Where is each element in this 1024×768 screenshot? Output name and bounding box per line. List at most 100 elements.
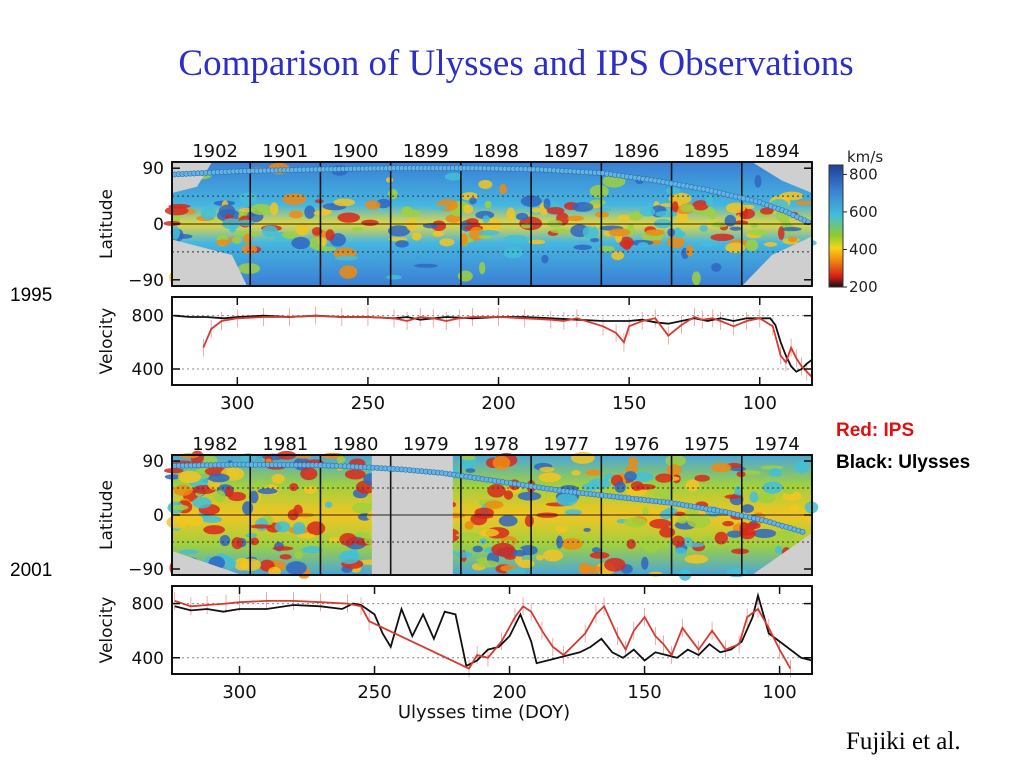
map-velocity-blob — [724, 494, 742, 500]
map-velocity-blob — [478, 229, 500, 236]
map-velocity-blob — [637, 242, 649, 248]
map-velocity-blob — [517, 559, 535, 569]
series-line-ips — [202, 314, 813, 378]
map-velocity-blob — [164, 206, 189, 216]
map-velocity-blob — [622, 240, 632, 251]
rotation-label: 1896 — [614, 141, 660, 162]
rotation-label: 1974 — [754, 434, 800, 455]
map-velocity-blob — [745, 522, 761, 530]
map-velocity-blob — [245, 533, 258, 538]
map-velocity-blob — [684, 542, 705, 548]
latitude-y-tick-label: 90 — [142, 159, 164, 179]
map-velocity-blob — [517, 491, 542, 501]
rotation-label: 1980 — [333, 434, 379, 455]
map-velocity-blob — [364, 534, 375, 545]
rotation-label: 1900 — [333, 141, 379, 162]
velocity-panel-1: 800 400 Velocity 300 250 200 150 100 — [97, 296, 813, 414]
map-velocity-blob — [623, 517, 647, 528]
rotation-label: 1978 — [473, 434, 519, 455]
year-label-2001: 2001 — [10, 560, 53, 581]
rotation-label: 1979 — [403, 434, 449, 455]
rotation-label: 1981 — [262, 434, 308, 455]
map-velocity-blob — [729, 226, 742, 231]
map-velocity-blob — [671, 201, 679, 213]
map-velocity-blob — [617, 214, 630, 222]
map-velocity-blob — [625, 465, 638, 474]
map-velocity-blob — [542, 549, 564, 562]
map-velocity-blob — [564, 509, 582, 516]
map-velocity-blob — [614, 481, 626, 493]
map-velocity-blob — [599, 245, 615, 252]
map-velocity-blob — [741, 504, 755, 513]
map-velocity-blob — [503, 490, 514, 500]
map-velocity-blob — [506, 568, 527, 576]
map-velocity-blob — [685, 245, 694, 257]
map-velocity-blob — [472, 545, 484, 553]
velocity-x-tick-label: 150 — [627, 682, 661, 703]
rotation-label: 1895 — [684, 141, 730, 162]
map-velocity-blob — [325, 501, 333, 508]
map-velocity-blob — [531, 207, 541, 214]
map-velocity-blob — [644, 536, 654, 543]
map-velocity-blob — [624, 471, 637, 482]
map-velocity-blob — [541, 254, 549, 264]
map-velocity-blob — [512, 549, 527, 557]
map-velocity-blob — [279, 554, 292, 560]
map-velocity-blob — [414, 263, 438, 268]
map-velocity-blob — [477, 560, 499, 568]
legend-ips: Red: IPS — [836, 420, 915, 441]
map-velocity-blob — [710, 233, 735, 241]
map-velocity-blob — [351, 502, 373, 514]
year-label-1995: 1995 — [10, 285, 53, 306]
map-velocity-blob — [498, 515, 518, 527]
map-velocity-blob — [524, 514, 534, 527]
map-velocity-blob — [281, 231, 299, 239]
map-velocity-blob — [338, 550, 360, 565]
map-nodata-region — [742, 236, 812, 286]
map-velocity-blob — [201, 515, 222, 523]
map-velocity-blob — [701, 240, 719, 247]
map-velocity-blob — [484, 200, 492, 209]
map-nodata-region — [172, 551, 242, 575]
map-velocity-blob — [478, 261, 486, 275]
map-velocity-blob — [469, 197, 477, 205]
map-velocity-blob — [339, 533, 357, 546]
map-velocity-blob — [274, 521, 291, 533]
map-velocity-blob — [643, 541, 660, 553]
map-velocity-blob — [235, 230, 260, 237]
map-velocity-blob — [539, 466, 555, 472]
map-velocity-blob — [768, 468, 783, 477]
colorbar-tick-label: 800 — [849, 165, 878, 183]
map-velocity-blob — [344, 469, 366, 480]
map-velocity-blob — [739, 527, 756, 540]
map-velocity-blob — [387, 225, 411, 237]
slide-title: Comparison of Ulysses and IPS Observatio… — [178, 43, 854, 84]
rotation-label: 1899 — [403, 141, 449, 162]
map-velocity-blob — [632, 472, 654, 482]
map-velocity-blob — [242, 501, 254, 515]
velocity-x-tick-label: 100 — [743, 393, 777, 414]
map-velocity-blob — [655, 473, 673, 483]
map-velocity-blob — [395, 240, 409, 248]
map-velocity-blob — [249, 490, 259, 504]
rotation-label: 1902 — [192, 141, 238, 162]
map-velocity-blob — [232, 236, 242, 244]
map-velocity-blob — [585, 469, 601, 476]
map-velocity-blob — [456, 551, 473, 558]
latitude-y-tick-label: 0 — [153, 215, 164, 235]
map-velocity-blob — [295, 222, 310, 236]
rotation-label: 1977 — [543, 434, 589, 455]
map-velocity-blob — [611, 250, 625, 261]
latitude-map-panel-0: 1902 1901 1900 1899 1898 1897 1896 1895 1894 90 0 −… — [97, 141, 817, 291]
map-velocity-blob — [296, 533, 316, 539]
map-velocity-blob — [387, 188, 398, 200]
map-velocity-blob — [325, 229, 335, 241]
map-velocity-blob — [546, 206, 565, 215]
colorbar-gradient — [828, 164, 844, 288]
map-velocity-blob — [487, 484, 506, 498]
map-velocity-blob — [635, 483, 656, 490]
latitude-y-tick-label: −90 — [128, 560, 164, 580]
map-velocity-blob — [208, 473, 230, 483]
map-velocity-blob — [289, 483, 299, 492]
map-velocity-blob — [282, 193, 307, 205]
